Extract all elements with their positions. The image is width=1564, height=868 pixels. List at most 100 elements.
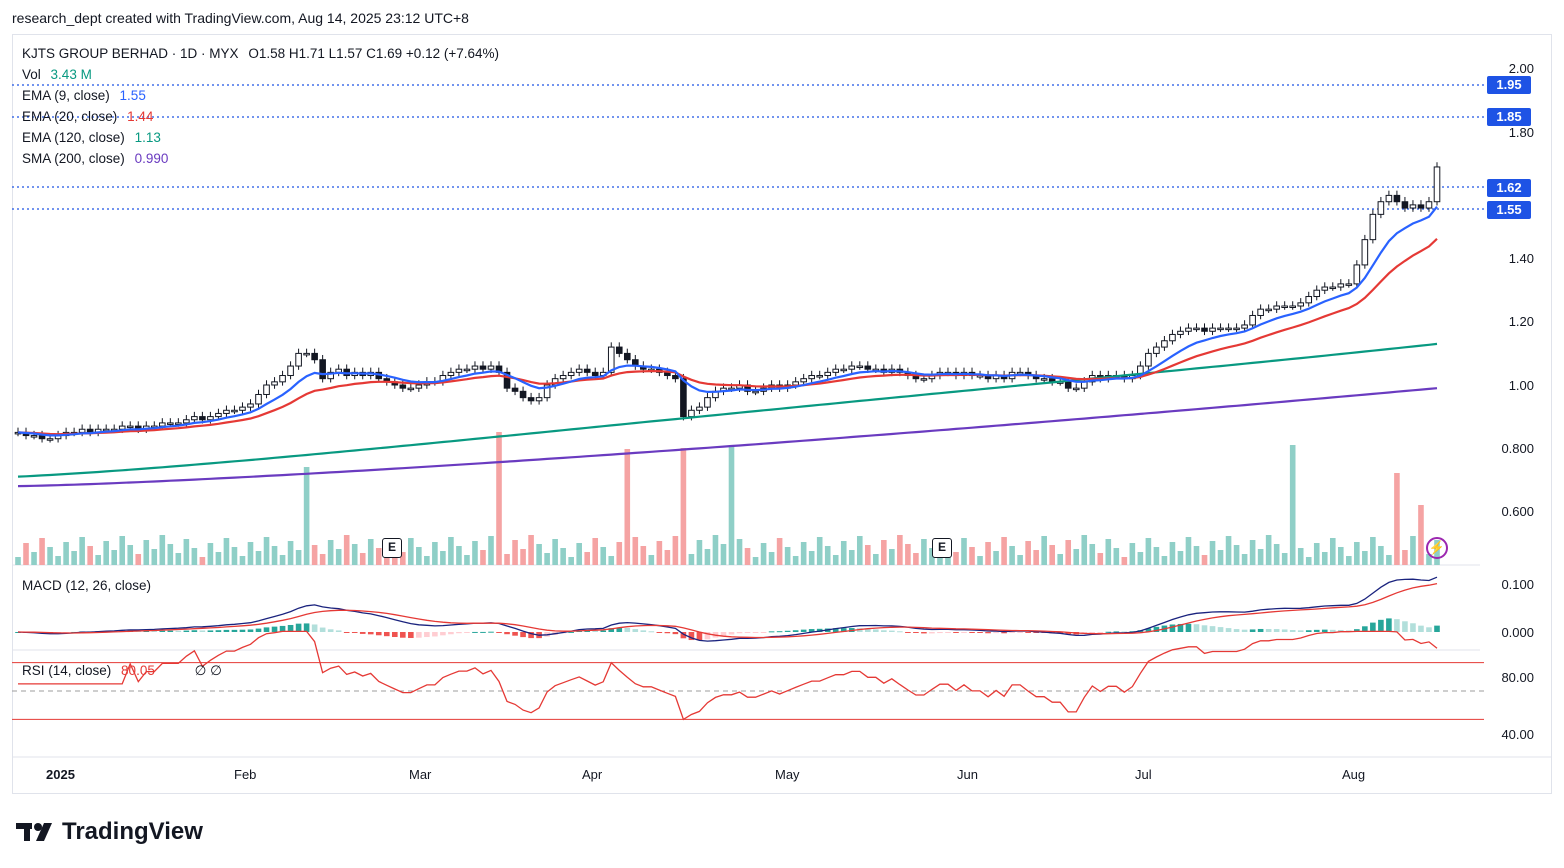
candle-body: [79, 429, 85, 432]
volume-bar: [657, 541, 663, 565]
volume-bar: [536, 544, 542, 565]
level-tag-1-85[interactable]: 1.85: [1487, 108, 1531, 126]
volume-bar: [1298, 548, 1304, 565]
candle-body: [1234, 328, 1240, 330]
ema20-line: [18, 239, 1437, 434]
macd-histogram-bar: [953, 632, 959, 633]
candle-body: [1410, 205, 1416, 208]
macd-histogram-bar: [320, 628, 326, 632]
macd-histogram-bar: [905, 632, 911, 633]
volume-bar: [825, 546, 831, 565]
volume-bar: [905, 544, 911, 565]
legend-ema20[interactable]: EMA (20, close) 1.44: [22, 109, 153, 124]
macd-histogram-bar: [657, 632, 663, 633]
legend-rsi[interactable]: RSI (14, close) 80.05 ∅ ∅: [22, 663, 222, 679]
volume-bar: [103, 541, 109, 565]
candle-body: [825, 372, 831, 375]
macd-histogram-bar: [1386, 618, 1392, 632]
macd-histogram-bar: [745, 632, 751, 633]
earnings-badge[interactable]: E: [382, 538, 402, 558]
macd-histogram-bar: [1282, 629, 1288, 632]
macd-histogram-bar: [881, 630, 887, 632]
candle-body: [592, 372, 598, 375]
volume-bar: [921, 539, 927, 565]
volume-bar: [1122, 557, 1128, 565]
legend-ema120[interactable]: EMA (120, close) 1.13: [22, 130, 161, 145]
volume-bar: [865, 545, 871, 565]
volume-bar: [15, 557, 21, 565]
candle-body: [1065, 382, 1071, 388]
legend-sma200[interactable]: SMA (200, close) 0.990: [22, 151, 168, 166]
candle-body: [256, 394, 262, 403]
macd-histogram-bar: [472, 632, 478, 633]
candle-body: [1434, 167, 1440, 202]
volume-bar: [1218, 550, 1224, 565]
volume-bar: [1057, 554, 1063, 565]
macd-histogram-bar: [224, 630, 230, 632]
volume-bar: [737, 539, 743, 565]
macd-histogram-bar: [384, 632, 390, 636]
candle-body: [47, 439, 53, 441]
volume-bar: [1378, 546, 1384, 565]
macd-histogram-bar: [408, 632, 414, 638]
volume-bar: [1402, 550, 1408, 565]
volume-bar: [897, 535, 903, 565]
candle-body: [1402, 202, 1408, 208]
ema20-label: EMA (20, close): [22, 109, 117, 124]
macd-histogram-bar: [1097, 632, 1103, 633]
volume-bar: [729, 445, 735, 565]
volume-bar: [344, 535, 350, 565]
volume-bar: [312, 545, 318, 565]
macd-histogram-bar: [392, 632, 398, 637]
volume-bar: [160, 535, 166, 565]
macd-histogram-bar: [897, 631, 903, 632]
volume-bar: [1394, 473, 1400, 565]
legend-volume[interactable]: Vol 3.43 M: [22, 67, 92, 82]
macd-histogram-bar: [248, 629, 254, 632]
x-tick-feb: Feb: [234, 767, 256, 782]
level-tag-1-55[interactable]: 1.55: [1487, 201, 1531, 219]
volume-bar: [681, 448, 687, 565]
legend-macd[interactable]: MACD (12, 26, close): [22, 578, 151, 593]
level-tag-1-95[interactable]: 1.95: [1487, 76, 1531, 94]
volume-bar: [55, 556, 61, 565]
level-tag-1-62[interactable]: 1.62: [1487, 179, 1531, 197]
volume-bar: [432, 542, 438, 565]
volume-bar: [376, 548, 382, 565]
candle-body: [264, 385, 270, 394]
chart-canvas[interactable]: [0, 0, 1564, 868]
macd-histogram-bar: [761, 632, 767, 633]
symbol-title[interactable]: KJTS GROUP BERHAD · 1D · MYX: [22, 46, 239, 61]
macd-histogram-bar: [400, 632, 406, 638]
rsi-label: RSI (14, close): [22, 663, 111, 678]
legend-ema9[interactable]: EMA (9, close) 1.55: [22, 88, 146, 103]
macd-histogram-bar: [304, 623, 310, 632]
candle-body: [1314, 290, 1320, 296]
x-tick-apr: Apr: [582, 767, 602, 782]
macd-histogram-bar: [1402, 621, 1408, 632]
candle-body: [280, 376, 286, 382]
volume-bar: [472, 541, 478, 565]
volume-bar: [1001, 537, 1007, 565]
rsi-extra: ∅ ∅: [195, 663, 222, 678]
lightning-icon[interactable]: ⚡: [1426, 537, 1448, 559]
candle-body: [304, 353, 310, 355]
volume-bar: [873, 554, 879, 565]
price-tick-0-800: 0.800: [1501, 441, 1534, 456]
macd-histogram-bar: [1210, 626, 1216, 632]
volume-bar: [969, 547, 975, 565]
volume-bar: [1065, 540, 1071, 565]
candle-body: [1426, 202, 1432, 208]
macd-histogram-bar: [1394, 619, 1400, 632]
volume-bar: [1282, 553, 1288, 565]
macd-histogram-bar: [1242, 630, 1248, 632]
candle-body: [1210, 328, 1216, 331]
earnings-badge[interactable]: E: [932, 538, 952, 558]
volume-bar: [993, 551, 999, 565]
volume-bar: [841, 541, 847, 565]
macd-histogram-bar: [1410, 623, 1416, 632]
candle-body: [448, 372, 454, 375]
rsi-value: 80.05: [121, 663, 155, 678]
candle-body: [160, 423, 166, 426]
volume-bar: [119, 536, 125, 565]
